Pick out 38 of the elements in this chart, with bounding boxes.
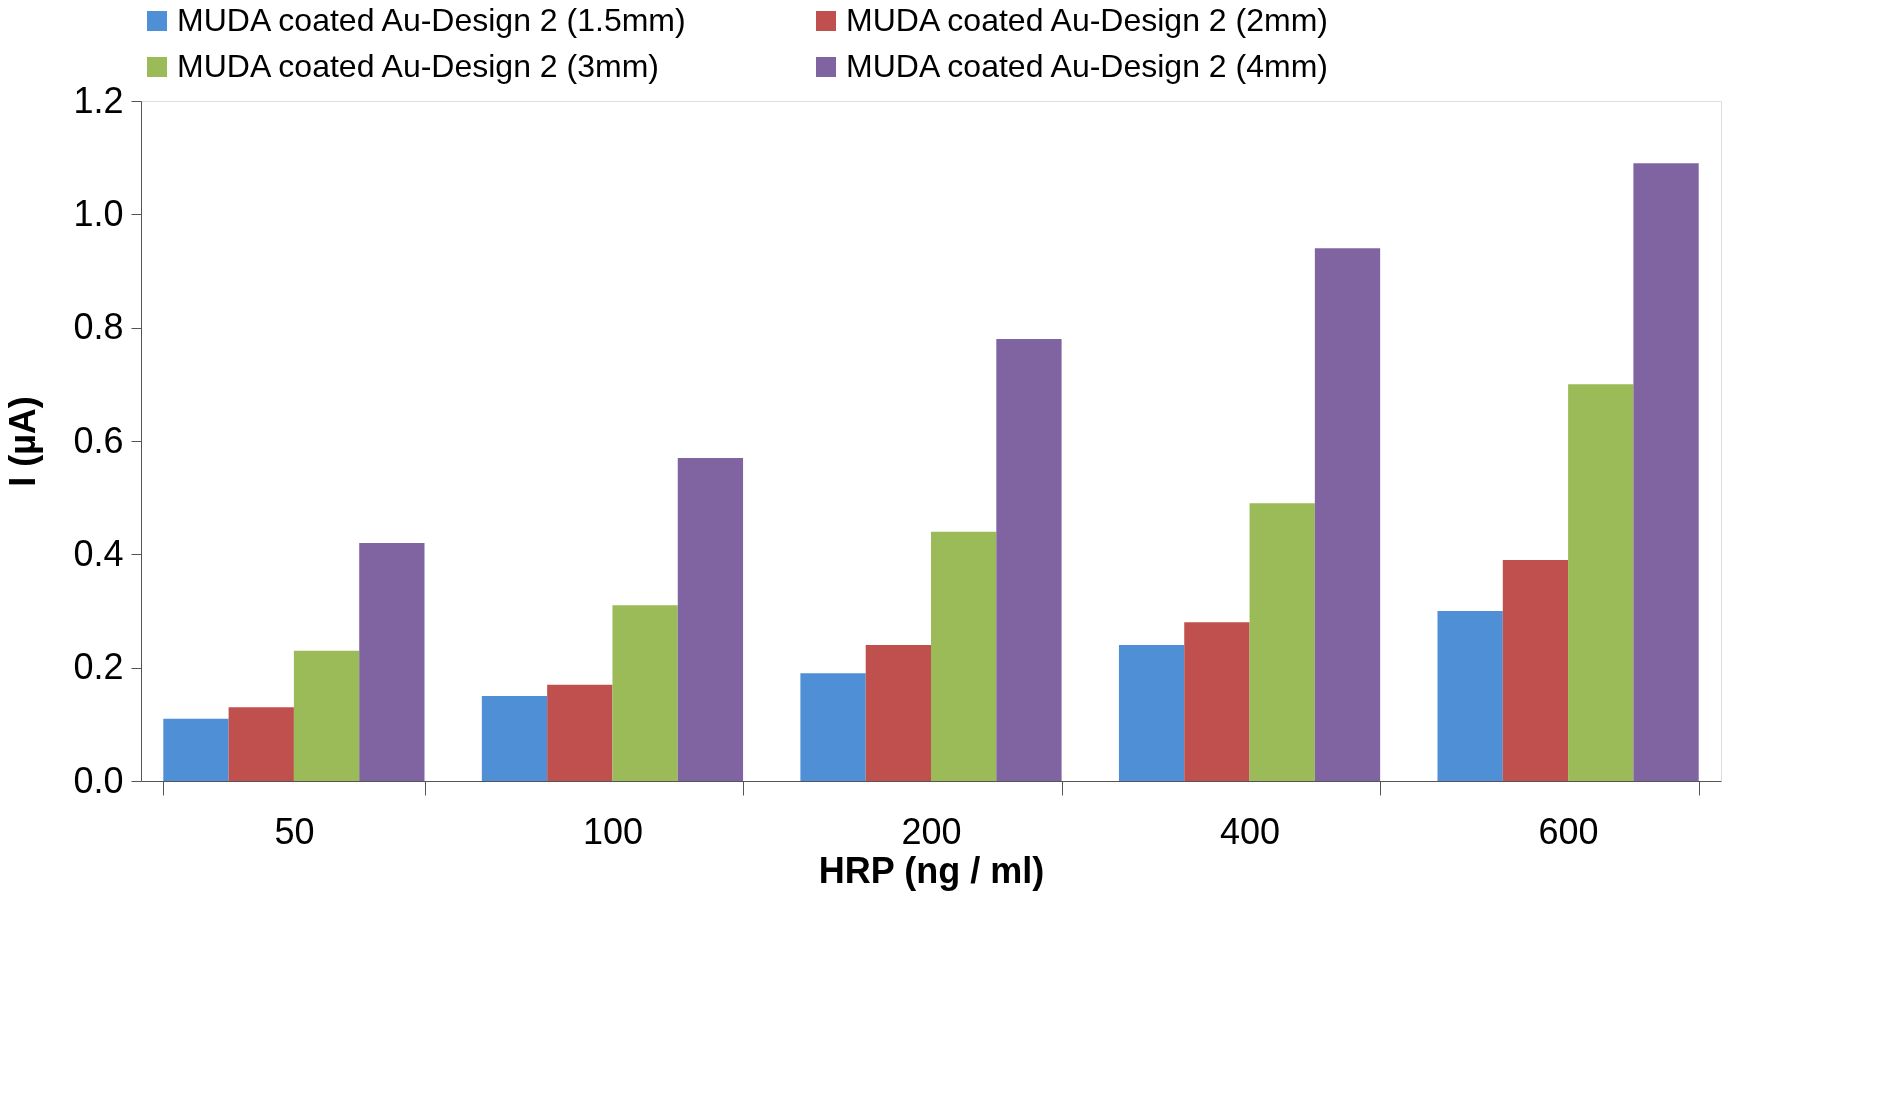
y-axis-title: I (µA) xyxy=(2,396,44,487)
y-tick-label: 0.8 xyxy=(73,306,124,348)
x-tick-label: 600 xyxy=(1538,810,1599,852)
bar xyxy=(865,645,931,781)
legend-label: MUDA coated Au-Design 2 (3mm) xyxy=(177,48,659,84)
x-tick-label: 200 xyxy=(901,810,962,852)
bar xyxy=(677,458,744,781)
bar xyxy=(1184,622,1250,781)
legend-label: MUDA coated Au-Design 2 (4mm) xyxy=(846,48,1328,84)
legend-label: MUDA coated Au-Design 2 (1.5mm) xyxy=(177,2,686,38)
bar xyxy=(1437,611,1503,781)
x-tick-label: 50 xyxy=(274,810,315,852)
x-axis-title: HRP (ng / ml) xyxy=(818,849,1045,891)
y-tick-label: 0.6 xyxy=(73,419,124,461)
bar xyxy=(800,673,866,781)
bar xyxy=(1249,503,1315,781)
bar xyxy=(547,684,613,781)
bar xyxy=(1314,248,1381,781)
x-tick-label: 100 xyxy=(582,810,643,852)
bar xyxy=(931,531,997,781)
y-tick-label: 0.4 xyxy=(73,532,124,574)
bar xyxy=(228,707,294,781)
bar xyxy=(1568,384,1634,781)
bar xyxy=(359,543,425,781)
bar xyxy=(293,650,360,781)
x-tick-label: 400 xyxy=(1220,810,1281,852)
bar xyxy=(1502,560,1569,781)
bar xyxy=(1118,645,1185,781)
y-tick-label: 1.0 xyxy=(73,192,124,234)
legend-label: MUDA coated Au-Design 2 (2mm) xyxy=(846,2,1328,38)
bar xyxy=(612,605,678,781)
bar xyxy=(996,339,1062,781)
bar xyxy=(163,718,229,781)
y-tick-label: 0.2 xyxy=(73,646,124,688)
bar xyxy=(481,696,548,781)
y-tick-label: 0.0 xyxy=(73,759,124,801)
y-tick-label: 1.2 xyxy=(73,79,124,121)
bar xyxy=(1633,163,1699,781)
